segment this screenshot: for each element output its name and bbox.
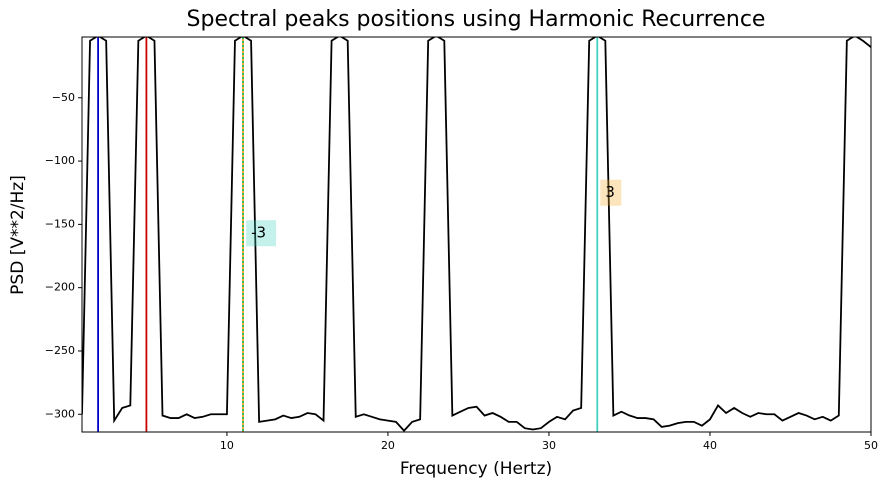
annotation-box: [600, 179, 622, 206]
annotation: -3: [251, 224, 266, 242]
y-axis-label: PSD [V**2/Hz]: [8, 175, 28, 295]
psd-line: [82, 37, 871, 432]
x-axis-label: Frequency (Hertz): [400, 459, 552, 479]
y-tick-label: −200: [45, 281, 75, 294]
x-tick-label: 40: [703, 439, 717, 452]
y-tick-label: −300: [45, 407, 75, 420]
annotation: 3: [605, 183, 615, 201]
plot-frame: [81, 36, 872, 433]
x-tick-label: 30: [542, 439, 556, 452]
chart-title: Spectral peaks positions using Harmonic …: [187, 7, 766, 32]
y-tick-label: −50: [52, 91, 75, 104]
y-tick-label: −100: [45, 154, 75, 167]
x-tick-label: 20: [381, 439, 395, 452]
annotation-box: [246, 220, 277, 247]
x-tick-label: 10: [220, 439, 234, 452]
y-tick-label: −250: [45, 344, 75, 357]
y-tick-label: −150: [45, 217, 75, 230]
x-tick-label: 50: [864, 439, 878, 452]
